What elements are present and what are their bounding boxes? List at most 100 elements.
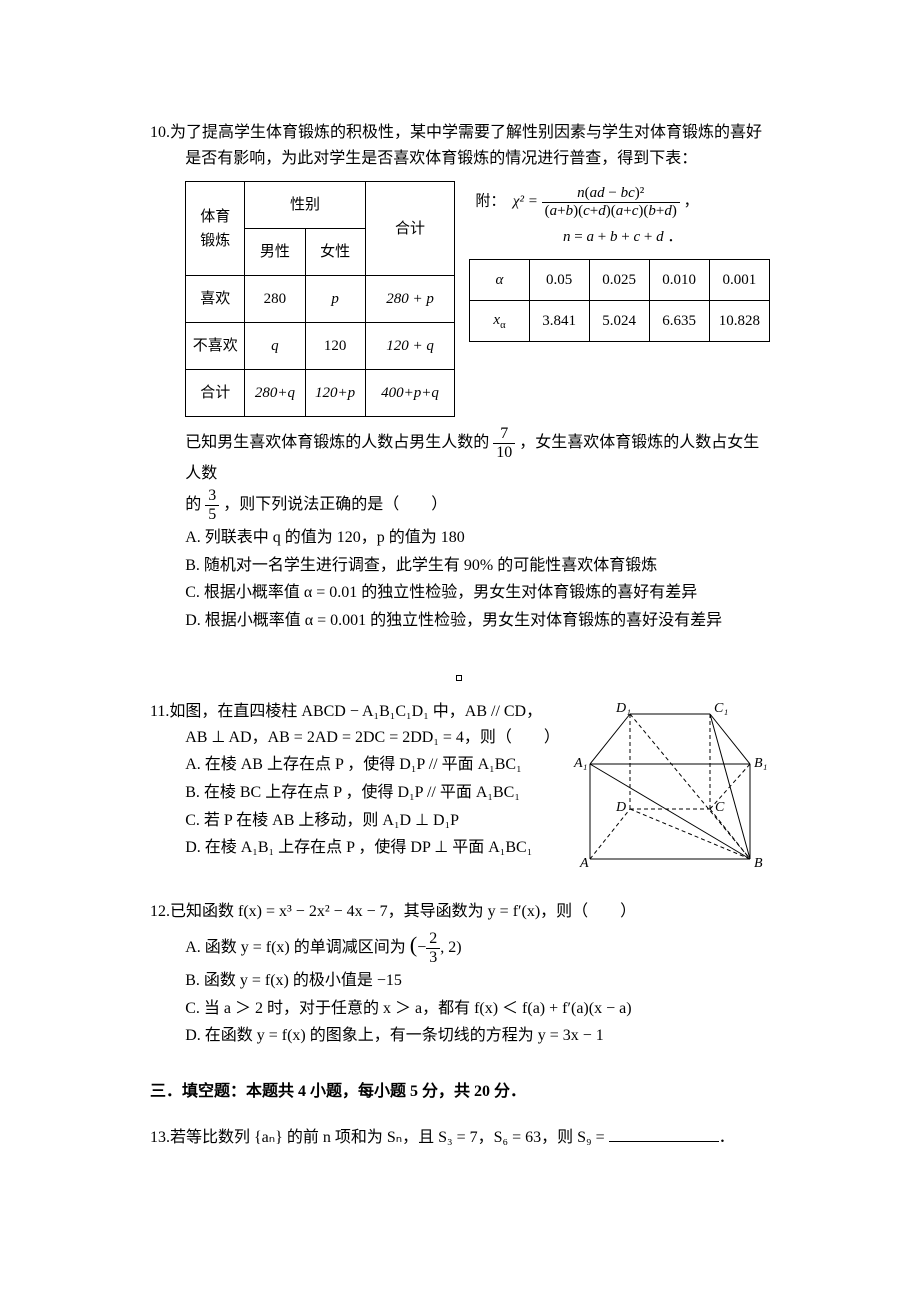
question-12: 12.已知函数 f(x) = x³ − 2x² − 4x − 7，其导函数为 y… (150, 899, 770, 1049)
prism-svg: A B C D A₁ B₁ C₁ D₁ (570, 699, 770, 869)
frac-7-10: 7 10 (493, 425, 515, 461)
q10-mid2b: ，则下列说法正确的是（ ） (223, 496, 447, 513)
label-B: B (754, 856, 763, 869)
frac-7-10-num: 7 (493, 425, 515, 444)
q10-options: A. 列联表中 q 的值为 120，p 的值为 180 B. 随机对一名学生进行… (150, 525, 770, 633)
chi2-formula: 附： χ² = n(ad − bc)² (a+b)(c+d)(a+c)(b+d)… (475, 185, 770, 249)
q10-mid-1: 已知男生喜欢体育锻炼的人数占男生人数的 7 10 ，女生喜欢体育锻炼的人数占女生… (150, 425, 770, 487)
q12-stem: 12.已知函数 f(x) = x³ − 2x² − 4x − 7，其导函数为 y… (150, 899, 770, 925)
q11-options: A. 在棱 AB 上存在点 P ，使得 D₁P // 平面 A₁BC₁ B. 在… (150, 752, 560, 860)
q13-line: 13.若等比数列 {aₙ} 的前 n 项和为 Sₙ，且 S₃ = 7，S₆ = … (150, 1125, 770, 1151)
q10-mid2a: 的 (185, 496, 201, 513)
divider-marker (150, 664, 770, 690)
frac-2-3-num: 2 (426, 930, 440, 949)
formula-suffix: ， (684, 194, 699, 210)
q12-option-c: C. 当 a ＞ 2 时，对于任意的 x ＞ a，都有 f(x) ＜ f(a) … (185, 996, 770, 1022)
q11-number: 11. (150, 703, 169, 720)
alpha-r0: xα (470, 301, 529, 342)
alpha-r4: 10.828 (709, 301, 769, 342)
question-10: 10.为了提高学生体育锻炼的积极性，某中学需要了解性别因素与学生对体育锻炼的喜好… (150, 120, 770, 634)
formula-num: n(ad − bc)² (542, 185, 680, 203)
frac-2-3: 23 (426, 930, 440, 966)
q11-line2: AB ⊥ AD，AB = 2AD = 2DC = 2DD₁ = 4，则（ ） (150, 725, 560, 751)
paren-left: ( (410, 932, 417, 957)
ct-row1-total: 120 + q (365, 323, 455, 370)
formula-den: (a+b)(c+d)(a+c)(b+d) (542, 203, 680, 220)
q10-mid1a: 已知男生喜欢体育锻炼的人数占男生人数的 (185, 434, 489, 451)
prism-figure: A B C D A₁ B₁ C₁ D₁ (570, 699, 770, 869)
q13-suffix: ． (719, 1129, 735, 1146)
q12-option-b: B. 函数 y = f(x) 的极小值是 −15 (185, 968, 770, 994)
alpha-r2: 5.024 (589, 301, 649, 342)
q11-option-c: C. 若 P 在棱 AB 上移动，则 A₁D ⊥ D₁P (185, 808, 560, 834)
q12-number: 12. (150, 903, 170, 920)
ct-header-total: 合计 (365, 182, 455, 276)
q11-stem1: 如图，在直四棱柱 ABCD − A₁B₁C₁D₁ 中，AB // CD， (169, 703, 542, 720)
contingency-table: 体育锻炼 性别 合计 男性 女性 喜欢 280 p 280 + p (185, 181, 455, 417)
q10-option-c: C. 根据小概率值 α = 0.01 的独立性检验，男女生对体育锻炼的喜好有差异 (185, 580, 770, 606)
ct-header-female: 女性 (305, 229, 365, 276)
ct-row2-female: 120+p (305, 370, 365, 417)
q13-stem: 若等比数列 {aₙ} 的前 n 项和为 Sₙ，且 S₃ = 7，S₆ = 63，… (170, 1129, 609, 1146)
ct-row0-female: p (305, 276, 365, 323)
alpha-r1: 3.841 (529, 301, 589, 342)
q11-wrap: 11.如图，在直四棱柱 ABCD − A₁B₁C₁D₁ 中，AB // CD， … (150, 699, 770, 869)
alpha-h2: 0.025 (589, 260, 649, 301)
label-A1: A₁ (573, 756, 587, 771)
formula-frac: n(ad − bc)² (a+b)(c+d)(a+c)(b+d) (542, 185, 680, 219)
formula-prefix: 附： (475, 194, 505, 210)
q11-option-a: A. 在棱 AB 上存在点 P ，使得 D₁P // 平面 A₁BC₁ (185, 752, 560, 778)
q12-stem-text: 已知函数 f(x) = x³ − 2x² − 4x − 7，其导函数为 y = … (170, 903, 636, 920)
formula-line2: n = a + b + c + d ． (475, 225, 770, 249)
q12-a-post: , 2) (440, 939, 461, 956)
ct-row2-male: 280+q (245, 370, 305, 417)
formula-lhs: χ² = (513, 194, 538, 210)
q13-number: 13. (150, 1129, 170, 1146)
frac-3-5-den: 5 (205, 506, 219, 524)
q12-option-a: A. 函数 y = f(x) 的单调减区间为 (−23, 2) (185, 927, 770, 966)
q12-option-d: D. 在函数 y = f(x) 的图象上，有一条切线的方程为 y = 3x − … (185, 1023, 770, 1049)
question-13: 13.若等比数列 {aₙ} 的前 n 项和为 Sₙ，且 S₃ = 7，S₆ = … (150, 1125, 770, 1151)
label-A: A (579, 856, 589, 869)
ct-row1-female: 120 (305, 323, 365, 370)
ct-header-male: 男性 (245, 229, 305, 276)
q10-number: 10. (150, 124, 170, 141)
ct-row0-label: 喜欢 (186, 276, 245, 323)
frac-2-3-den: 3 (426, 949, 440, 967)
ct-row0-total: 280 + p (365, 276, 455, 323)
ct-row0-male: 280 (245, 276, 305, 323)
ct-row1-male: q (245, 323, 305, 370)
alpha-table: α 0.05 0.025 0.010 0.001 xα 3.841 5.024 … (469, 259, 770, 342)
q11-option-b: B. 在棱 BC 上存在点 P ，使得 D₁P // 平面 A₁BC₁ (185, 780, 560, 806)
alpha-h0-val: α (496, 272, 504, 288)
label-C1: C₁ (714, 701, 728, 716)
fill-blank (609, 1125, 719, 1142)
q10-stem1: 为了提高学生体育锻炼的积极性，某中学需要了解性别因素与学生对体育锻炼的喜好 (170, 124, 762, 141)
q10-right-stack: 附： χ² = n(ad − bc)² (a+b)(c+d)(a+c)(b+d)… (469, 181, 770, 342)
q10-tables-row: 体育锻炼 性别 合计 男性 女性 喜欢 280 p 280 + p (185, 181, 770, 417)
q12-a-pre: A. 函数 y = f(x) 的单调减区间为 (185, 939, 406, 956)
q10-tables: 体育锻炼 性别 合计 男性 女性 喜欢 280 p 280 + p (150, 181, 770, 417)
q10-option-a: A. 列联表中 q 的值为 120，p 的值为 180 (185, 525, 770, 551)
alpha-h4: 0.001 (709, 260, 769, 301)
q11-line1: 11.如图，在直四棱柱 ABCD − A₁B₁C₁D₁ 中，AB // CD， (150, 699, 560, 725)
label-C: C (715, 800, 725, 815)
q10-option-b: B. 随机对一名学生进行调查，此学生有 90% 的可能性喜欢体育锻炼 (185, 553, 770, 579)
q12-options: A. 函数 y = f(x) 的单调减区间为 (−23, 2) B. 函数 y … (150, 927, 770, 1049)
alpha-r3: 6.635 (649, 301, 709, 342)
label-D1: D₁ (615, 701, 631, 716)
ct-row0-female-val: p (331, 291, 339, 307)
q10-option-d: D. 根据小概率值 α = 0.001 的独立性检验，男女生对体育锻炼的喜好没有… (185, 608, 770, 634)
exam-page: 10.为了提高学生体育锻炼的积极性，某中学需要了解性别因素与学生对体育锻炼的喜好… (0, 0, 920, 1240)
ct-row2-total: 400+p+q (365, 370, 455, 417)
ct-row1-label: 不喜欢 (186, 323, 245, 370)
q10-stem-line1: 10.为了提高学生体育锻炼的积极性，某中学需要了解性别因素与学生对体育锻炼的喜好 (150, 120, 770, 146)
q11-text: 11.如图，在直四棱柱 ABCD − A₁B₁C₁D₁ 中，AB // CD， … (150, 699, 560, 863)
ct-row1-male-val: q (271, 338, 279, 354)
ct-header-rowspan: 体育锻炼 (186, 182, 245, 276)
label-D: D (615, 800, 626, 815)
alpha-h3: 0.010 (649, 260, 709, 301)
question-11: 11.如图，在直四棱柱 ABCD − A₁B₁C₁D₁ 中，AB // CD， … (150, 699, 770, 869)
section-3-heading: 三．填空题：本题共 4 小题，每小题 5 分，共 20 分． (150, 1079, 770, 1105)
q10-mid-2: 的 3 5 ，则下列说法正确的是（ ） (150, 487, 770, 523)
